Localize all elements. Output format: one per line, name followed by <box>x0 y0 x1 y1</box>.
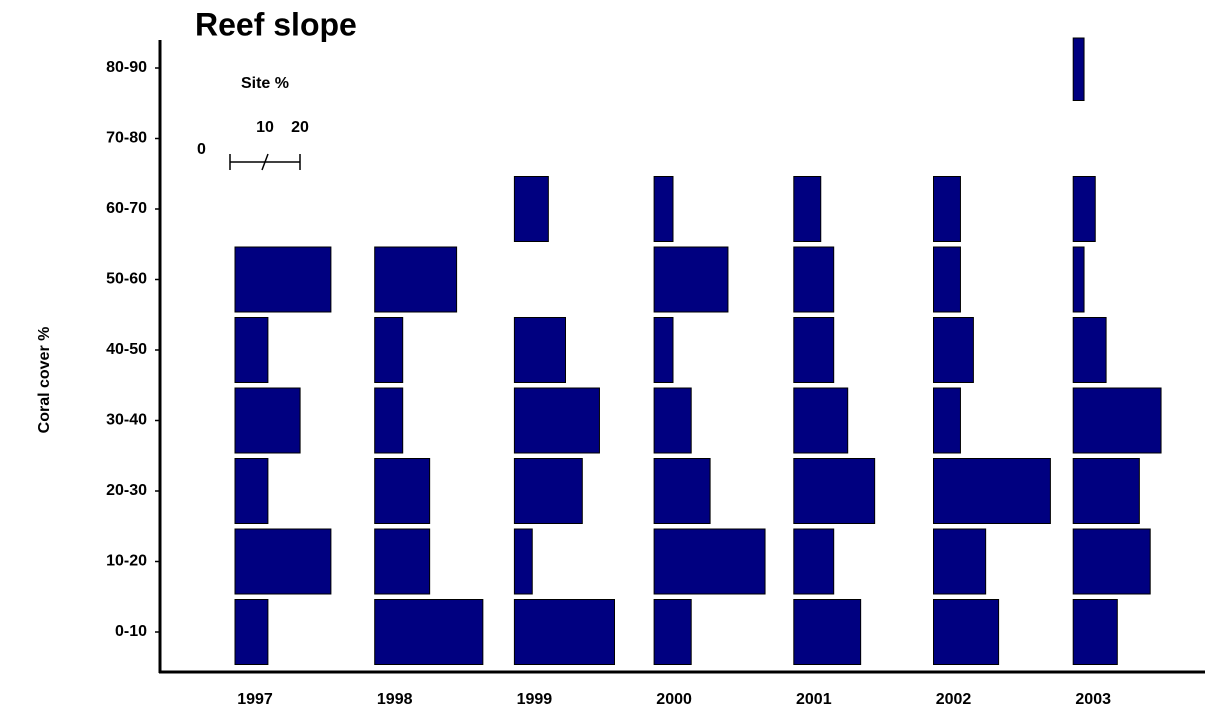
bar <box>234 387 301 454</box>
bar <box>1072 599 1118 665</box>
y-tick-label: 0-10 <box>115 623 147 640</box>
y-tick-label: 30-40 <box>106 412 147 429</box>
scale-tick-label: 20 <box>291 119 309 136</box>
bar <box>374 246 458 313</box>
bar <box>1072 176 1096 242</box>
bar <box>933 599 1000 665</box>
scale-tick <box>261 153 269 171</box>
bar <box>653 176 674 242</box>
bar <box>374 458 431 524</box>
x-tick-label: 2003 <box>1075 691 1111 708</box>
x-tick-label: 1999 <box>517 691 553 708</box>
bar <box>513 599 616 665</box>
bar <box>234 458 269 524</box>
bar <box>933 246 961 313</box>
bar <box>1072 528 1151 595</box>
bar <box>513 317 567 383</box>
x-tick-label: 1998 <box>377 691 413 708</box>
x-tick-label: 1997 <box>237 691 273 708</box>
x-tick-label: 2000 <box>656 691 692 708</box>
x-tick-label: 2001 <box>796 691 832 708</box>
bar <box>933 317 974 383</box>
x-tick-label: 2002 <box>936 691 972 708</box>
bar <box>374 599 484 665</box>
y-tick-label: 70-80 <box>106 130 147 147</box>
bar <box>374 317 404 383</box>
y-tick-label: 10-20 <box>106 553 147 570</box>
bar <box>793 458 876 524</box>
bar <box>933 458 1051 524</box>
y-tick-label: 40-50 <box>106 341 147 358</box>
bar <box>793 528 835 595</box>
bar <box>793 176 822 242</box>
bar <box>653 246 729 313</box>
bar <box>793 599 862 665</box>
bar <box>513 387 600 454</box>
chart-title: Reef slope <box>195 6 357 42</box>
bar <box>1072 317 1107 383</box>
scale-tick-label: 0 <box>197 141 206 158</box>
bar <box>374 528 431 595</box>
y-tick-label: 20-30 <box>106 482 147 499</box>
bar <box>653 458 711 524</box>
bar <box>513 458 583 524</box>
bar <box>933 387 961 454</box>
bar <box>234 599 269 665</box>
bar <box>1072 246 1085 313</box>
y-tick-label: 60-70 <box>106 200 147 217</box>
bar <box>793 387 849 454</box>
y-axis-title: Coral cover % <box>36 327 53 434</box>
bar <box>653 528 766 595</box>
scale-tick-label: 10 <box>256 119 274 136</box>
bar <box>793 317 835 383</box>
bar <box>513 176 549 242</box>
bar <box>933 176 961 242</box>
bar <box>374 387 404 454</box>
bar <box>793 246 835 313</box>
bar <box>1072 387 1162 454</box>
bar <box>653 599 692 665</box>
bar <box>234 528 332 595</box>
bar <box>933 528 987 595</box>
y-tick-label: 80-90 <box>106 59 147 76</box>
bar <box>1072 37 1085 101</box>
bar <box>653 387 692 454</box>
bar <box>234 317 269 383</box>
scale-label: Site % <box>241 75 289 92</box>
bar <box>1072 458 1140 524</box>
y-tick-label: 50-60 <box>106 271 147 288</box>
bar <box>234 246 332 313</box>
bar <box>513 528 533 595</box>
bar <box>653 317 674 383</box>
